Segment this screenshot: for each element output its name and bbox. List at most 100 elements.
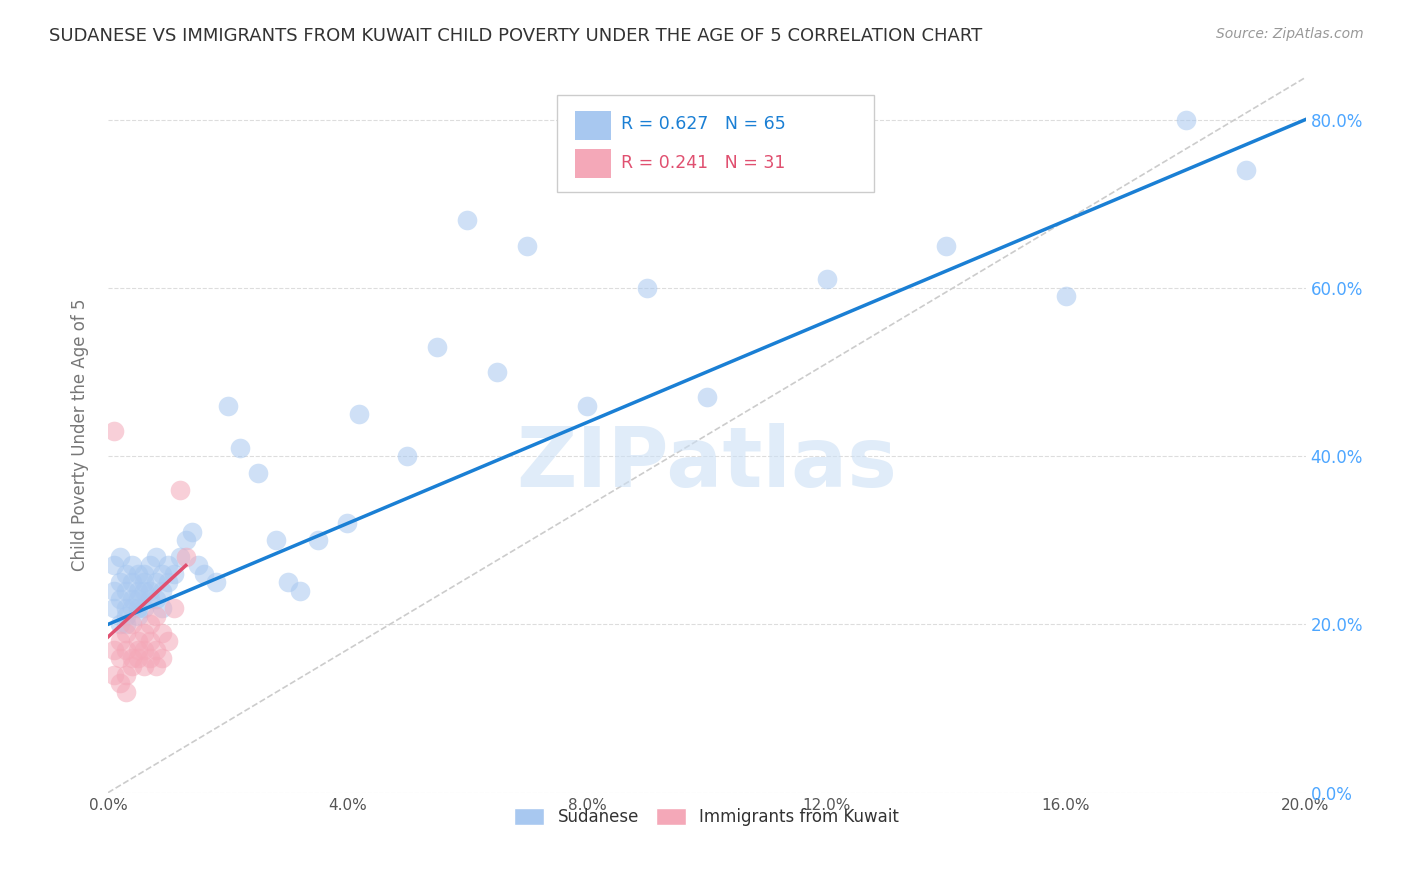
- Point: [696, 390, 718, 404]
- Point: [108, 592, 131, 607]
- Point: [108, 651, 131, 665]
- Point: [156, 634, 179, 648]
- Point: [150, 651, 173, 665]
- Point: [115, 642, 138, 657]
- Point: [935, 238, 957, 252]
- Point: [636, 281, 658, 295]
- Point: [127, 600, 149, 615]
- Point: [815, 272, 838, 286]
- Point: [139, 634, 162, 648]
- Point: [132, 575, 155, 590]
- Bar: [575, 149, 612, 178]
- Point: [1174, 112, 1197, 127]
- Point: [121, 558, 143, 573]
- Point: [336, 516, 359, 531]
- Point: [121, 575, 143, 590]
- Point: [1234, 163, 1257, 178]
- Point: [103, 558, 125, 573]
- Point: [456, 213, 478, 227]
- Point: [127, 634, 149, 648]
- Point: [139, 583, 162, 598]
- Point: [486, 365, 509, 379]
- Point: [103, 583, 125, 598]
- Point: [426, 340, 449, 354]
- Point: [121, 592, 143, 607]
- Point: [575, 399, 598, 413]
- Point: [169, 483, 191, 497]
- Point: [187, 558, 209, 573]
- Point: [169, 550, 191, 565]
- Point: [121, 651, 143, 665]
- Text: Source: ZipAtlas.com: Source: ZipAtlas.com: [1216, 27, 1364, 41]
- Text: R = 0.627   N = 65: R = 0.627 N = 65: [620, 115, 786, 133]
- Point: [121, 659, 143, 673]
- Point: [103, 600, 125, 615]
- Point: [127, 592, 149, 607]
- FancyBboxPatch shape: [557, 95, 875, 192]
- Point: [132, 625, 155, 640]
- Point: [132, 642, 155, 657]
- Point: [163, 600, 186, 615]
- Point: [115, 668, 138, 682]
- Point: [396, 449, 419, 463]
- Point: [127, 609, 149, 624]
- Point: [132, 583, 155, 598]
- Point: [174, 533, 197, 548]
- Point: [264, 533, 287, 548]
- Point: [115, 617, 138, 632]
- Point: [103, 424, 125, 438]
- Text: R = 0.241   N = 31: R = 0.241 N = 31: [620, 154, 785, 172]
- Point: [145, 609, 167, 624]
- Point: [132, 659, 155, 673]
- Point: [145, 575, 167, 590]
- Point: [132, 600, 155, 615]
- Point: [150, 625, 173, 640]
- Point: [115, 684, 138, 698]
- Point: [115, 583, 138, 598]
- Point: [127, 642, 149, 657]
- Point: [139, 592, 162, 607]
- Point: [108, 550, 131, 565]
- Point: [307, 533, 329, 548]
- Point: [228, 441, 250, 455]
- Y-axis label: Child Poverty Under the Age of 5: Child Poverty Under the Age of 5: [72, 299, 89, 571]
- Point: [156, 558, 179, 573]
- Point: [277, 575, 299, 590]
- Point: [145, 550, 167, 565]
- Legend: Sudanese, Immigrants from Kuwait: Sudanese, Immigrants from Kuwait: [506, 799, 907, 834]
- Point: [127, 651, 149, 665]
- Point: [127, 566, 149, 581]
- Point: [108, 575, 131, 590]
- Point: [132, 566, 155, 581]
- Point: [204, 575, 226, 590]
- Point: [127, 583, 149, 598]
- Point: [145, 659, 167, 673]
- Point: [108, 634, 131, 648]
- Point: [1054, 289, 1077, 303]
- Point: [139, 651, 162, 665]
- Point: [288, 583, 311, 598]
- Point: [349, 407, 371, 421]
- Point: [145, 592, 167, 607]
- Point: [115, 566, 138, 581]
- Point: [150, 566, 173, 581]
- Point: [217, 399, 239, 413]
- Point: [121, 617, 143, 632]
- Point: [115, 609, 138, 624]
- Point: [174, 550, 197, 565]
- Point: [163, 566, 186, 581]
- Point: [115, 625, 138, 640]
- Bar: [575, 112, 612, 140]
- Point: [246, 466, 269, 480]
- Point: [121, 600, 143, 615]
- Point: [193, 566, 215, 581]
- Point: [150, 600, 173, 615]
- Point: [516, 238, 538, 252]
- Point: [103, 642, 125, 657]
- Point: [150, 583, 173, 598]
- Point: [145, 642, 167, 657]
- Point: [139, 558, 162, 573]
- Point: [180, 524, 202, 539]
- Point: [115, 600, 138, 615]
- Text: SUDANESE VS IMMIGRANTS FROM KUWAIT CHILD POVERTY UNDER THE AGE OF 5 CORRELATION : SUDANESE VS IMMIGRANTS FROM KUWAIT CHILD…: [49, 27, 983, 45]
